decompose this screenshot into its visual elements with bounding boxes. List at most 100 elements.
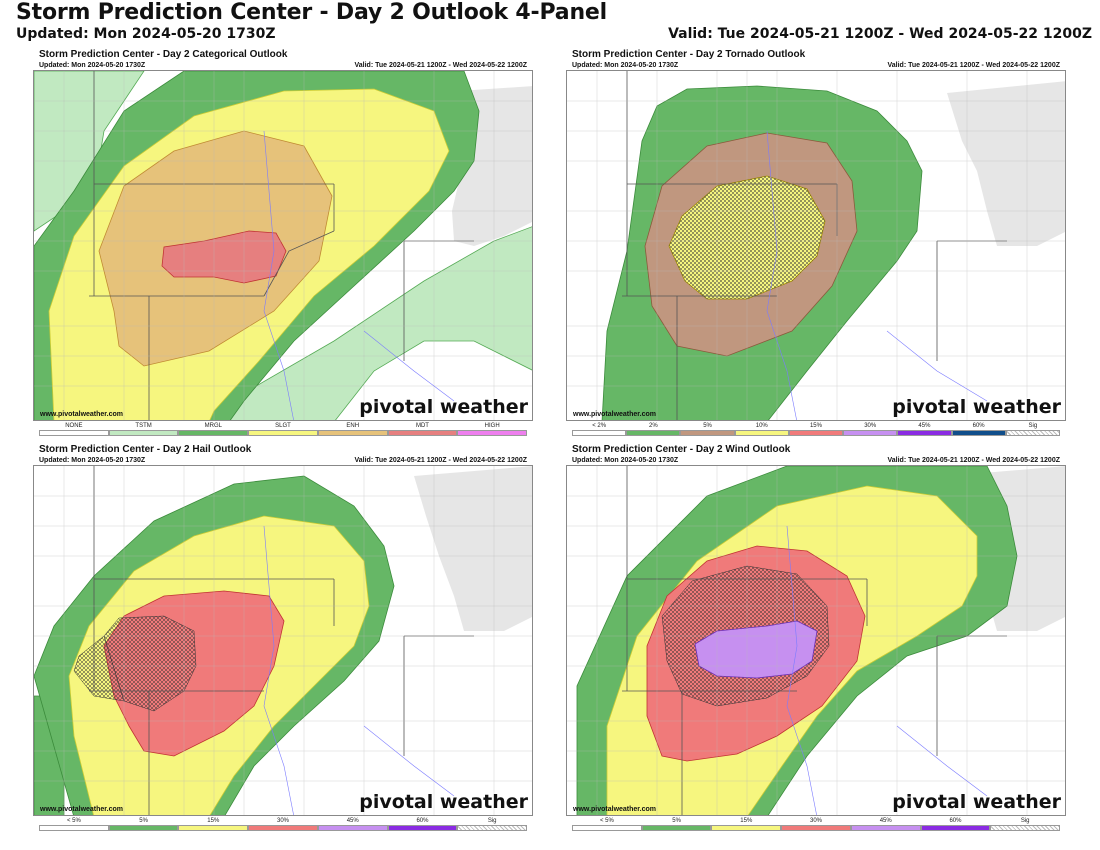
legend-item: Sig <box>457 818 528 832</box>
legend-label: Sig <box>487 818 497 824</box>
legend-label: 30% <box>277 818 290 824</box>
legend-swatch <box>457 430 528 436</box>
legend-item: 10% <box>734 423 789 437</box>
legend-swatch <box>951 430 1006 436</box>
legend-item: 5% <box>680 423 735 437</box>
page-valid-time: Valid: Tue 2024-05-21 1200Z - Wed 2024-0… <box>668 26 1092 42</box>
legend-item: < 2% <box>572 423 627 437</box>
categorical-panel: Storm Prediction Center - Day 2 Categori… <box>33 49 533 439</box>
lake-huron-superior <box>414 466 532 631</box>
legend-item: 30% <box>843 423 898 437</box>
legend-item: 45% <box>850 818 921 832</box>
legend-label: 10% <box>755 423 768 429</box>
legend-item: TSTM <box>108 423 179 437</box>
state-borders <box>89 466 474 815</box>
legend-swatch <box>108 430 179 436</box>
pivotal-weather-logo: pivotal weather <box>892 791 1061 813</box>
legend-label: MDT <box>415 423 429 429</box>
legend-label: 5% <box>703 423 712 429</box>
panel-title: Storm Prediction Center - Day 2 Wind Out… <box>572 444 791 455</box>
legend-item: 60% <box>387 818 458 832</box>
legend-swatch <box>178 825 249 831</box>
legend-swatch <box>387 430 458 436</box>
legend-label: HIGH <box>484 423 500 429</box>
legend-swatch <box>387 825 458 831</box>
legend-item: HIGH <box>457 423 528 437</box>
page-title: Storm Prediction Center - Day 2 Outlook … <box>16 0 607 25</box>
legend-label: 45% <box>346 818 359 824</box>
legend-label: 60% <box>949 818 962 824</box>
legend-swatch <box>850 825 921 831</box>
panel-credit: www.pivotalweather.com <box>573 806 656 813</box>
page-updated: Updated: Mon 2024-05-20 1730Z <box>16 26 276 42</box>
tornado-legend: < 2% 2% 5% 10% 15% 30% 45% 60% Sig <box>572 423 1060 437</box>
legend-item: 60% <box>920 818 991 832</box>
wind-map: www.pivotalweather.com pivotal weather <box>566 465 1066 816</box>
panel-credit: www.pivotalweather.com <box>40 806 123 813</box>
legend-swatch <box>641 825 712 831</box>
wind-panel: Storm Prediction Center - Day 2 Wind Out… <box>566 444 1066 834</box>
legend-label: 15% <box>809 423 822 429</box>
legend-label: TSTM <box>135 423 152 429</box>
legend-label: SLGT <box>275 423 291 429</box>
legend-item: 45% <box>317 818 388 832</box>
legend-swatch <box>572 430 627 436</box>
legend-label: 30% <box>810 818 823 824</box>
panel-title: Storm Prediction Center - Day 2 Categori… <box>39 49 288 60</box>
legend-item: 30% <box>781 818 851 832</box>
legend-swatch <box>572 825 642 831</box>
legend-swatch <box>1005 430 1060 436</box>
legend-swatch <box>920 825 991 831</box>
panel-valid-time: Valid: Tue 2024-05-21 1200Z - Wed 2024-0… <box>887 457 1060 464</box>
pivotal-weather-logo: pivotal weather <box>892 396 1061 418</box>
panel-valid-time: Valid: Tue 2024-05-21 1200Z - Wed 2024-0… <box>354 62 527 69</box>
legend-label: 15% <box>207 818 220 824</box>
legend-item: 15% <box>788 423 844 437</box>
county-lines <box>34 71 532 420</box>
county-lines <box>34 466 532 815</box>
tornado-panel: Storm Prediction Center - Day 2 Tornado … <box>566 49 1066 439</box>
panel-title: Storm Prediction Center - Day 2 Hail Out… <box>39 444 252 455</box>
county-lines <box>567 71 1065 420</box>
categorical-legend: NONE TSTM MRGL SLGT ENH MDT HIGH <box>39 423 528 437</box>
tornado-map: www.pivotalweather.com pivotal weather <box>566 70 1066 421</box>
rivers <box>786 525 988 815</box>
legend-label: < 5% <box>66 818 81 824</box>
legend-swatch <box>39 430 109 436</box>
legend-label: Sig <box>1028 423 1038 429</box>
legend-swatch <box>680 430 735 436</box>
legend-item: 15% <box>178 818 249 832</box>
legend-swatch <box>248 430 318 436</box>
legend-item: Sig <box>990 818 1061 832</box>
legend-label: 45% <box>918 423 931 429</box>
tstm-area-east <box>196 226 532 420</box>
legend-item: 60% <box>951 423 1006 437</box>
legend-label: < 2% <box>592 423 607 429</box>
legend-swatch <box>178 430 249 436</box>
legend-item: 2% <box>626 423 681 437</box>
pivotal-weather-logo: pivotal weather <box>359 791 528 813</box>
legend-swatch <box>990 825 1061 831</box>
legend-label: 45% <box>879 818 892 824</box>
legend-item: 45% <box>897 423 952 437</box>
legend-item: MRGL <box>178 423 249 437</box>
legend-swatch <box>457 825 528 831</box>
legend-item: 5% <box>108 818 179 832</box>
hail-panel: Storm Prediction Center - Day 2 Hail Out… <box>33 444 533 834</box>
legend-label: < 5% <box>599 818 614 824</box>
legend-item: < 5% <box>39 818 109 832</box>
panel-valid-time: Valid: Tue 2024-05-21 1200Z - Wed 2024-0… <box>887 62 1060 69</box>
legend-label: Sig <box>1020 818 1030 824</box>
legend-label: MRGL <box>204 423 222 429</box>
county-lines <box>567 466 1065 815</box>
rivers <box>263 130 455 420</box>
panel-updated: Updated: Mon 2024-05-20 1730Z <box>39 457 146 464</box>
legend-label: ENH <box>346 423 360 429</box>
pivotal-weather-logo: pivotal weather <box>359 396 528 418</box>
categorical-map: www.pivotalweather.com pivotal weather <box>33 70 533 421</box>
legend-label: 5% <box>139 818 148 824</box>
hail-map: www.pivotalweather.com pivotal weather <box>33 465 533 816</box>
legend-swatch <box>711 825 782 831</box>
legend-swatch <box>781 825 851 831</box>
legend-label: 60% <box>416 818 429 824</box>
